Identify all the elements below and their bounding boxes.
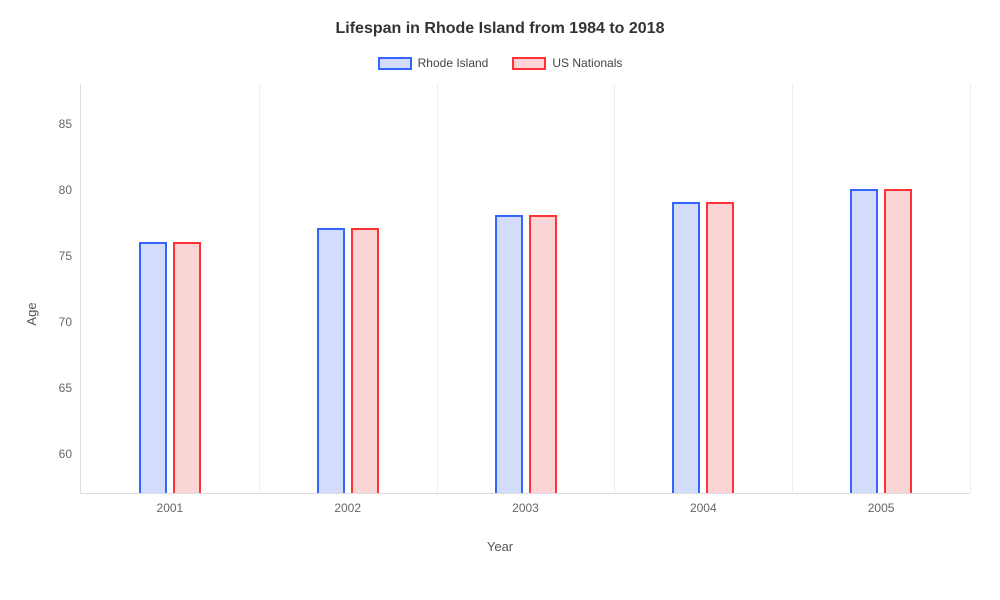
legend-swatch-rhode-island [378, 57, 412, 70]
y-tick-label: 60 [59, 447, 72, 461]
gridline [614, 84, 615, 493]
bar [351, 228, 379, 493]
bar [529, 215, 557, 493]
gridline [792, 84, 793, 493]
bar [706, 202, 734, 493]
bar-group [139, 242, 201, 493]
gridline [437, 84, 438, 493]
y-tick-label: 80 [59, 183, 72, 197]
bar [672, 202, 700, 493]
legend-item-us-nationals: US Nationals [512, 56, 622, 70]
legend-swatch-us-nationals [512, 57, 546, 70]
legend: Rhode Island US Nationals [30, 56, 970, 70]
y-tick-label: 65 [59, 381, 72, 395]
plot-area: 20012002200320042005 [80, 84, 970, 494]
bar [884, 189, 912, 493]
bar-group [317, 228, 379, 493]
x-tick-label: 2004 [690, 501, 717, 515]
bar [850, 189, 878, 493]
bar-group [672, 202, 734, 493]
plot-wrapper: Age Year 606570758085 200120022003200420… [30, 84, 970, 544]
chart-title: Lifespan in Rhode Island from 1984 to 20… [30, 20, 970, 38]
chart-container: Lifespan in Rhode Island from 1984 to 20… [0, 0, 1000, 600]
gridline [970, 84, 971, 493]
legend-item-rhode-island: Rhode Island [378, 56, 489, 70]
x-tick-label: 2001 [157, 501, 184, 515]
y-tick-label: 85 [59, 117, 72, 131]
bar-group [495, 215, 557, 493]
legend-label-rhode-island: Rhode Island [418, 56, 489, 70]
x-tick-label: 2003 [512, 501, 539, 515]
x-tick-label: 2002 [334, 501, 361, 515]
x-axis-label: Year [487, 539, 513, 554]
legend-label-us-nationals: US Nationals [552, 56, 622, 70]
bar [495, 215, 523, 493]
y-axis-ticks: 60 65 70 75 80 85 [30, 84, 80, 494]
bar [173, 242, 201, 493]
y-tick-label: 70 [59, 315, 72, 329]
bar-group [850, 189, 912, 493]
bar [317, 228, 345, 493]
y-tick-label: 75 [59, 249, 72, 263]
gridline [259, 84, 260, 493]
bar [139, 242, 167, 493]
x-tick-label: 2005 [868, 501, 895, 515]
